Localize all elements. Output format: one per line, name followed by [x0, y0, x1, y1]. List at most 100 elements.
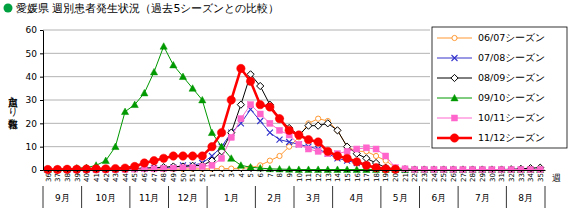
point [412, 167, 418, 173]
point [401, 166, 408, 172]
x-tick-label: 22 [411, 173, 419, 182]
legend-marker [452, 35, 457, 40]
month-label: 5月 [393, 193, 408, 203]
legend-entry: 08/09シーズン [437, 72, 545, 83]
point [179, 152, 187, 160]
x-tick-label: 23 [421, 173, 429, 182]
point [499, 167, 504, 172]
point [460, 167, 465, 172]
x-tick-mark [48, 170, 49, 172]
point [295, 166, 302, 172]
point [257, 82, 264, 89]
x-tick-label: 4 [238, 172, 246, 177]
legend-marker [451, 74, 458, 81]
point [237, 64, 245, 72]
x-tick-mark [386, 170, 387, 172]
y-tick: 40 [26, 72, 43, 82]
point [54, 166, 61, 173]
x-tick-label: 8 [276, 173, 284, 177]
x-tick-mark [473, 170, 474, 172]
point [479, 167, 485, 173]
point [305, 122, 312, 129]
x-tick: 17 [363, 170, 371, 182]
x-tick-mark [154, 170, 155, 172]
x-tick-mark [376, 170, 377, 172]
point [324, 166, 331, 172]
point [217, 128, 225, 136]
x-tick-label: 24 [431, 172, 439, 181]
x-tick-mark [125, 170, 126, 172]
point [141, 89, 148, 95]
x-tick-label: 9 [286, 173, 294, 177]
series-line [48, 69, 396, 170]
point [275, 114, 283, 122]
month-label: 7月 [475, 193, 490, 203]
point [237, 101, 244, 108]
x-tick-mark [424, 170, 425, 172]
point [412, 167, 417, 172]
month-label: 3月 [306, 193, 321, 203]
x-tick: 16 [353, 170, 361, 182]
point [121, 164, 129, 172]
x-tick-mark [492, 170, 493, 172]
x-tick: 35 [537, 170, 545, 182]
point [111, 164, 119, 172]
x-tick-mark [260, 170, 261, 172]
x-tick: 36 [45, 170, 53, 182]
point [179, 163, 186, 170]
point [508, 167, 514, 173]
x-tick: 18 [373, 170, 381, 182]
point [102, 157, 109, 163]
point [314, 138, 322, 146]
title-bullet [4, 4, 13, 13]
x-tick: 13 [325, 170, 333, 182]
month-label: 11月 [139, 193, 159, 203]
point [344, 148, 350, 154]
x-tick-label: 45 [131, 173, 139, 182]
point [188, 152, 196, 160]
x-tick: 32 [508, 170, 516, 182]
point [488, 166, 495, 173]
point [276, 115, 283, 122]
x-tick: 46 [141, 170, 149, 182]
point [208, 142, 216, 150]
x-tick-mark [241, 170, 242, 172]
legend: 06/07シーズン07/08シーズン08/09シーズン09/10シーズン10/1… [432, 27, 567, 148]
legend-entry: 06/07シーズン [437, 32, 545, 43]
point [537, 166, 544, 172]
month-label: 10月 [96, 193, 116, 203]
point [450, 166, 457, 173]
point [286, 139, 292, 145]
point [441, 167, 447, 173]
x-tick: 26 [450, 170, 458, 182]
x-tick: 41 [93, 170, 101, 182]
point [421, 167, 427, 173]
point [401, 166, 408, 173]
month-label: 1月 [224, 193, 239, 203]
point [518, 167, 524, 173]
point [353, 166, 360, 172]
point [219, 155, 225, 161]
legend-marker [450, 134, 458, 142]
point [170, 61, 177, 67]
x-tick-mark [231, 170, 232, 172]
point [159, 154, 167, 162]
x-tick-label: 49 [170, 173, 178, 182]
point [441, 167, 446, 172]
month-divider [545, 186, 546, 208]
x-tick-mark [135, 170, 136, 172]
x-tick-label: 16 [353, 172, 361, 181]
x-tick-label: 44 [122, 172, 130, 181]
point [257, 118, 263, 124]
x-tick: 11 [305, 170, 313, 182]
series [44, 64, 400, 173]
x-tick: 21 [402, 170, 410, 182]
y-tick: 20 [26, 119, 43, 129]
point [528, 167, 534, 173]
x-tick-label: 30 [489, 173, 497, 182]
month-divider [458, 186, 459, 208]
legend-label: 10/11シーズン [478, 112, 545, 123]
point [422, 167, 427, 172]
y-tick-mark [40, 170, 43, 171]
point [498, 166, 505, 173]
